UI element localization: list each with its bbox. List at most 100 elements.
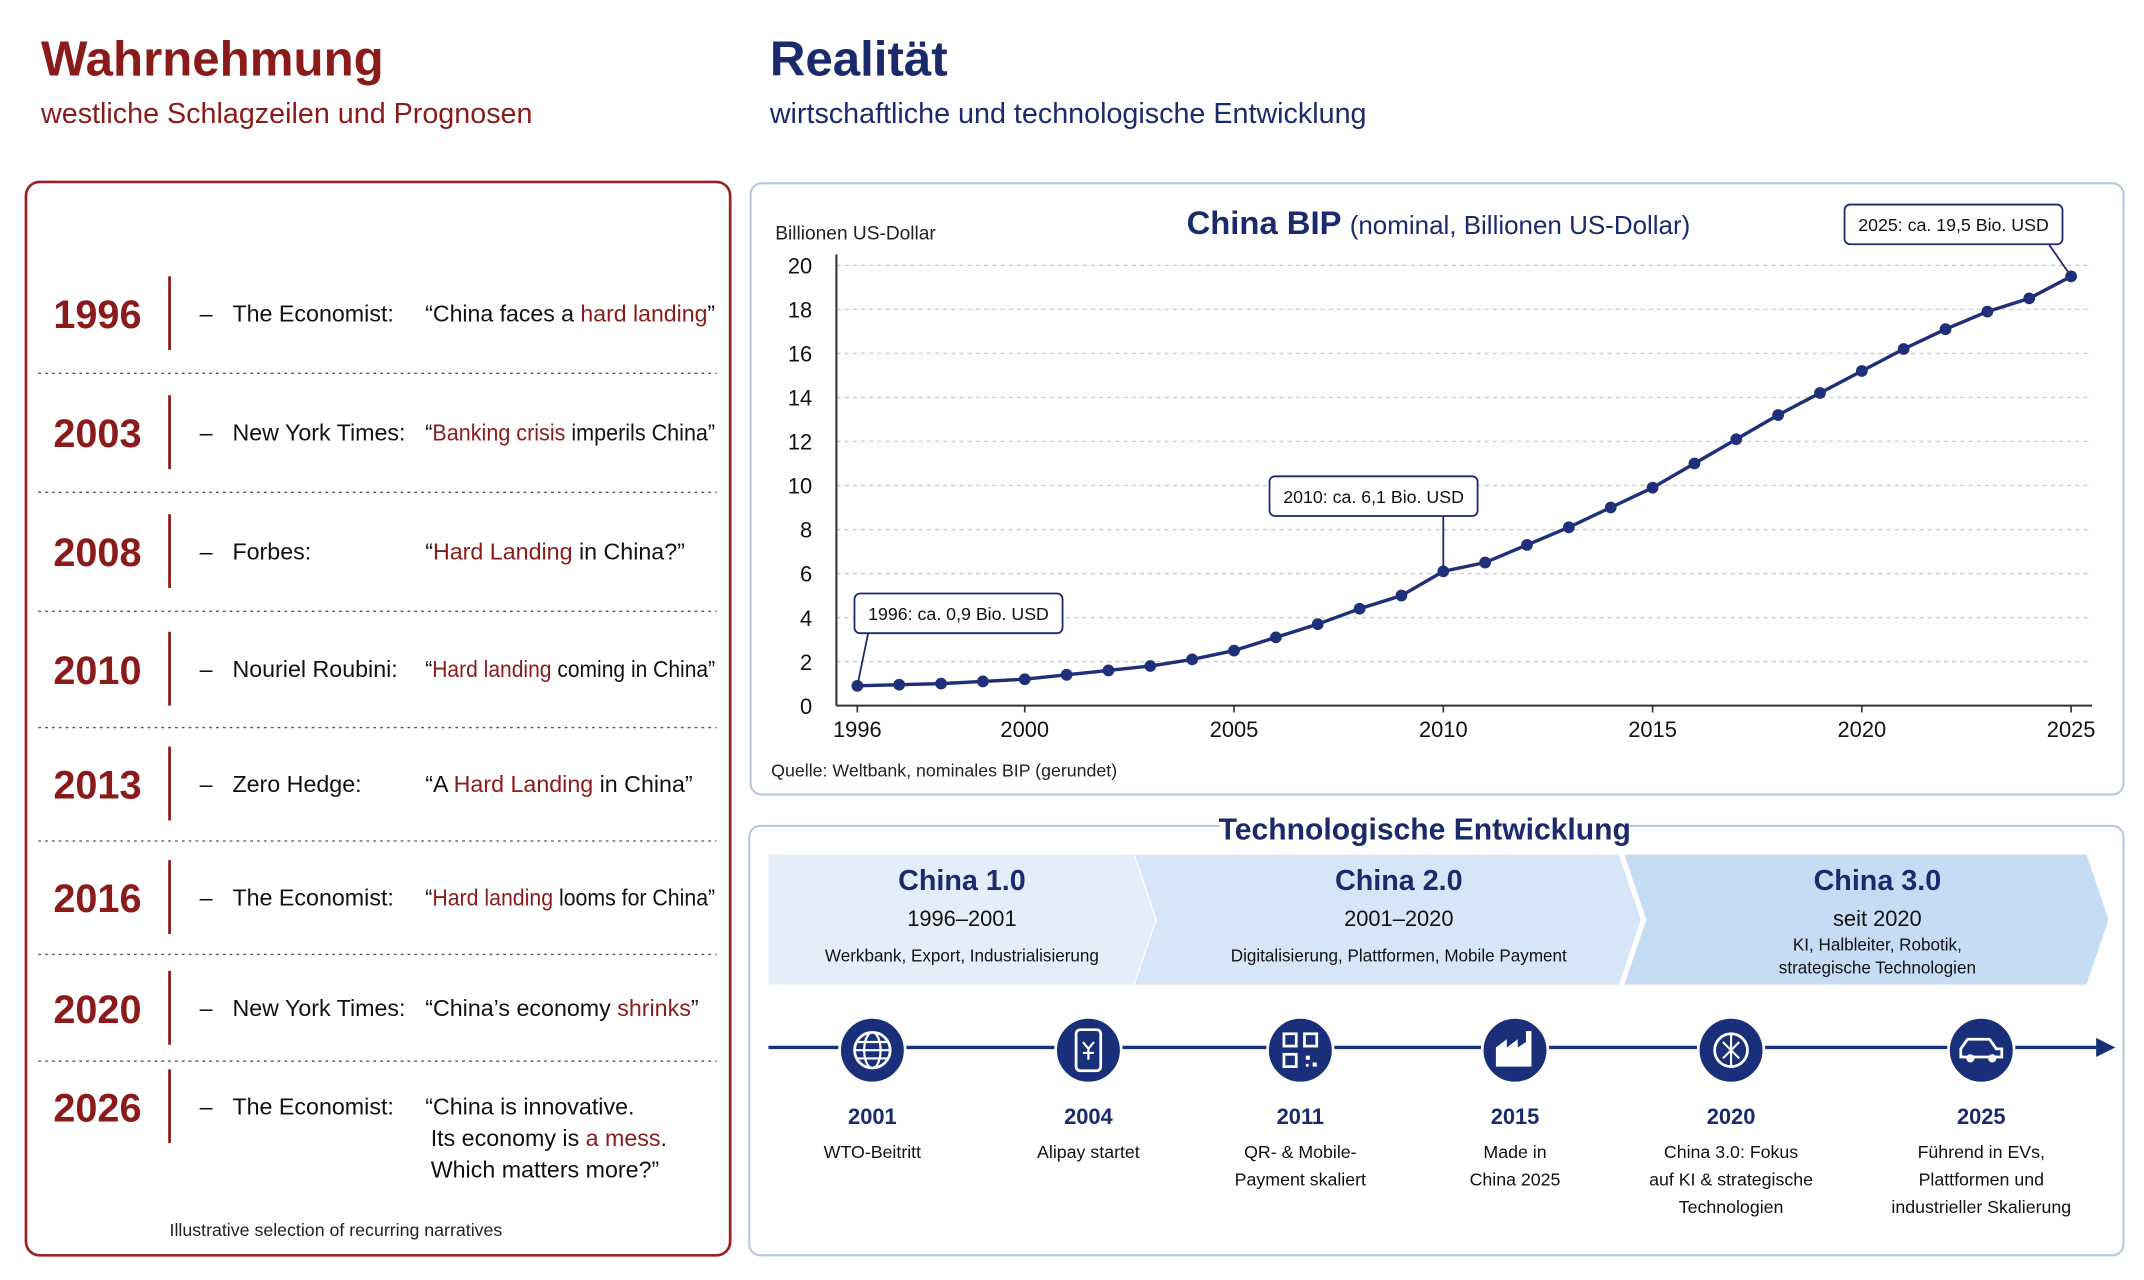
headline-dash: – (200, 995, 213, 1021)
right-subtitle: wirtschaftliche und technologische Entwi… (769, 98, 1367, 130)
y-axis-label: Billionen US-Dollar (775, 223, 936, 244)
quote-text: “China’s economy (425, 995, 617, 1021)
event-year: 2004 (1064, 1104, 1113, 1129)
event-year: 2001 (848, 1104, 897, 1129)
headline-dash: – (200, 1093, 213, 1119)
headline-year: 2013 (53, 764, 141, 808)
y-tick-label: 6 (800, 562, 812, 587)
event-icon (1074, 1028, 1103, 1073)
quote-text: Which matters more?” (431, 1156, 660, 1182)
annotation-text: 2025: ca. 19,5 Bio. USD (1858, 215, 2049, 235)
headline-year: 2008 (53, 531, 141, 575)
headline-panel (24, 180, 732, 1257)
event-text: China 3.0: Fokus (1664, 1142, 1798, 1162)
gdp-point (1646, 481, 1659, 494)
y-tick-label: 10 (788, 474, 812, 499)
headline-dash: – (200, 771, 213, 797)
event-text: industrieller Skalierung (1891, 1197, 2071, 1217)
quote-highlight: hard landing (580, 300, 707, 326)
quote-text: “ (425, 538, 433, 564)
gdp-point (1897, 343, 1910, 355)
tech-title: Technologische Entwicklung (1219, 814, 1631, 847)
icon-qr (1303, 1032, 1319, 1048)
x-tick-label: 1996 (833, 717, 882, 742)
chart-title: China BIP (1187, 204, 1342, 241)
quote-text: in China” (593, 771, 692, 797)
phase-chevron (768, 854, 1156, 985)
x-tick-label: 2005 (1210, 717, 1259, 742)
y-tick-label: 16 (788, 342, 812, 367)
gdp-line (857, 274, 2072, 688)
phase-description: strategische Technologien (1779, 959, 1976, 978)
event-text: WTO-Beitritt (824, 1142, 921, 1162)
event-text: QR- & Mobile- (1244, 1142, 1357, 1162)
event-text: Alipay startet (1037, 1142, 1140, 1162)
quote-highlight: Hard Landing (433, 538, 573, 564)
event-icon (853, 1031, 892, 1070)
headline-source: Zero Hedge: (232, 771, 361, 797)
y-tick-label: 12 (788, 430, 812, 455)
icon-globe (854, 1040, 891, 1060)
headline-year: 2026 (53, 1086, 141, 1130)
quote-text: “ (425, 419, 432, 445)
headline-quote: “China faces a hard landing” (425, 300, 715, 326)
gdp-point (1395, 589, 1408, 602)
event-text: Technologien (1679, 1197, 1784, 1217)
headline-quote: “China’s economy shrinks” (425, 995, 698, 1021)
quote-highlight: a mess (586, 1125, 661, 1151)
event-icon (1959, 1037, 2004, 1063)
annotation-box (1843, 203, 2064, 246)
x-tick-label: 2015 (1628, 717, 1677, 742)
icon-qr (1305, 1055, 1317, 1067)
phase-description: Digitalisierung, Plattformen, Mobile Pay… (1231, 946, 1567, 965)
headline-quote: “China is innovative. (425, 1093, 634, 1119)
gdp-point (1186, 653, 1199, 666)
gdp-point (1437, 565, 1450, 578)
chart-title-group: China BIP (nominal, Billionen US-Dollar) (1187, 204, 1691, 241)
phase-name: China 1.0 (898, 865, 1026, 897)
event-year: 2020 (1707, 1104, 1756, 1129)
icon-qr (1282, 1032, 1298, 1048)
headline-quote: “Banking crisis imperils China” (425, 419, 715, 445)
timeline-arrow (2096, 1037, 2116, 1058)
gdp-point (1730, 433, 1743, 446)
quote-highlight: Hard Landing (454, 771, 594, 797)
y-tick-label: 20 (788, 254, 812, 279)
icon-factory (1495, 1031, 1532, 1067)
phase-name: China 2.0 (1335, 865, 1463, 897)
gdp-point (1018, 673, 1031, 686)
gdp-point (935, 677, 947, 690)
quote-text: in China?” (573, 538, 685, 564)
gdp-point (1479, 556, 1492, 569)
icon-car (1959, 1037, 2004, 1059)
icon-phone (1082, 1041, 1095, 1060)
gdp-point (1060, 668, 1073, 681)
gdp-point (977, 675, 989, 688)
quote-text: “China is innovative. (425, 1093, 634, 1119)
y-tick-label: 18 (788, 298, 812, 323)
headline-quote: Its economy is a mess. (431, 1125, 667, 1151)
gdp-point (1311, 618, 1324, 631)
event-text: Made in (1483, 1142, 1546, 1162)
quote-text: . (661, 1125, 667, 1151)
icon-car (1966, 1054, 1975, 1063)
headline-source: The Economist: (232, 1093, 393, 1119)
right-title: Realität (770, 31, 948, 86)
phase-name: China 3.0 (1814, 865, 1942, 897)
event-text: Plattformen und (1919, 1170, 2044, 1190)
quote-text: “ (425, 884, 432, 910)
quote-highlight: Hard landing (432, 884, 553, 910)
quote-text: “China faces a (425, 300, 580, 326)
gdp-point (1144, 660, 1157, 672)
headline-year: 1996 (53, 293, 141, 337)
annotation-pointer (856, 632, 870, 686)
chart-source: Quelle: Weltbank, nominales BIP (gerunde… (771, 761, 1117, 781)
annotation-box (1268, 475, 1479, 517)
phase-description: KI, Halbleiter, Robotik, (1793, 935, 1962, 954)
gdp-point (1772, 409, 1785, 421)
quote-text: Its economy is (431, 1125, 586, 1151)
headline-source: Forbes: (232, 538, 311, 564)
headline-quote: “Hard Landing in China?” (425, 538, 685, 564)
quote-highlight: shrinks (617, 995, 691, 1021)
